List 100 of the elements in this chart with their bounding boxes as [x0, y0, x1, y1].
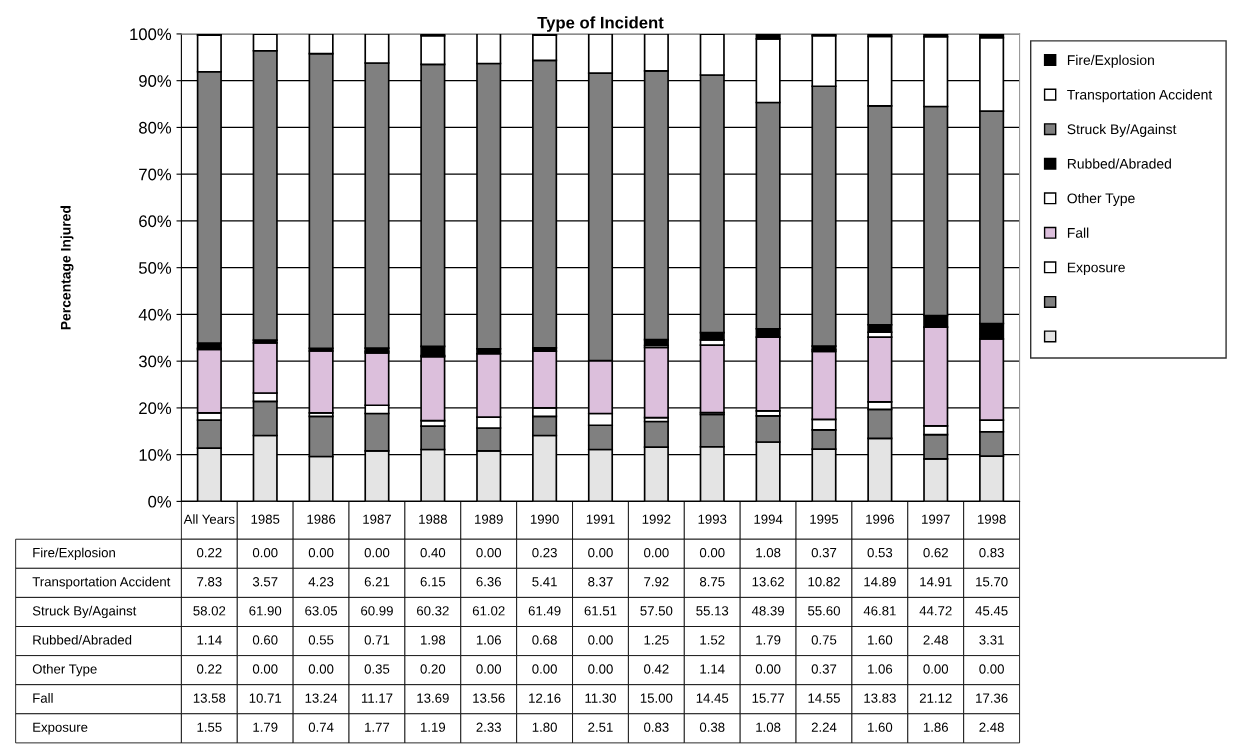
data-label: 0.37 [811, 664, 837, 674]
data-label: 1.79 [756, 635, 781, 645]
data-label: 0.00 [364, 547, 390, 558]
y-tick-label: 20% [139, 402, 172, 415]
y-tick-label: 40% [138, 308, 172, 321]
text: Fire/Explosion [33, 547, 115, 560]
text: Struck By/Against [32, 605, 137, 619]
x-tick-label: 1995 [810, 514, 839, 524]
x-tick-label: 1992 [642, 514, 671, 524]
data-label: 13.62 [752, 577, 784, 587]
text: Transportation Accident [32, 576, 171, 590]
data-label: 14.55 [808, 693, 840, 703]
text: Other Type [32, 664, 97, 677]
data-label: 1.98 [421, 635, 446, 645]
data-label: 1.86 [923, 722, 949, 732]
data-label: 5.41 [532, 577, 557, 587]
data-label: 1.80 [532, 722, 557, 732]
data-label: 60.99 [361, 606, 393, 616]
data-label: 17.36 [976, 693, 1008, 703]
data-label: 0.00 [476, 664, 502, 674]
x-tick-label: 1990 [530, 514, 559, 524]
data-label: 15.70 [976, 577, 1008, 587]
data-label: 61.49 [528, 606, 561, 616]
y-tick-label: 30% [138, 355, 172, 368]
data-label: 0.71 [364, 635, 390, 645]
data-label: 2.24 [811, 722, 837, 732]
data-label: 55.13 [696, 606, 729, 616]
data-label: 1.14 [700, 664, 725, 674]
data-label: 0.68 [532, 635, 557, 645]
y-axis-title: Percentage Injured [60, 206, 74, 330]
data-label: 7.92 [644, 577, 669, 587]
y-tick-label: 100% [130, 28, 172, 41]
data-label: 0.00 [252, 664, 278, 674]
data-label: 57.50 [640, 606, 673, 616]
data-label: 0.00 [308, 664, 334, 674]
data-label: 14.91 [920, 577, 952, 587]
data-label: 1.06 [868, 664, 893, 674]
x-tick-label: 1997 [922, 514, 950, 524]
data-label: 14.89 [864, 577, 896, 587]
x-tick-label: 1998 [977, 514, 1006, 524]
data-label: 3.57 [252, 577, 278, 587]
data-label: 1.77 [365, 722, 390, 732]
data-label: 61.51 [584, 606, 617, 616]
data-label: 1.08 [756, 722, 781, 732]
data-label: 0.75 [811, 635, 837, 645]
x-tick-label: 1987 [363, 514, 391, 524]
x-tick-label: All Years [183, 514, 235, 524]
data-label: 1.06 [476, 635, 501, 645]
data-label: 13.56 [473, 693, 505, 703]
data-label: 0.38 [699, 722, 725, 732]
y-tick-label: 0% [148, 495, 172, 508]
data-label: 0.37 [811, 547, 837, 558]
data-label: 0.00 [755, 664, 781, 674]
data-label: 4.23 [308, 577, 334, 587]
legend-label: Transportation Accident [1067, 89, 1213, 103]
data-label: 46.81 [863, 606, 896, 616]
data-label: 6.15 [420, 577, 446, 587]
data-label: 44.72 [919, 606, 952, 616]
data-label: 12.16 [529, 693, 561, 703]
data-label: 2.33 [476, 722, 501, 732]
data-label: 10.71 [249, 693, 282, 703]
data-label: 0.74 [308, 722, 334, 732]
data-label: 0.83 [979, 547, 1004, 558]
chart-title: Type of Incident [537, 16, 664, 32]
legend-label: Rubbed/Abraded [1067, 158, 1171, 169]
y-tick-label: 80% [139, 121, 172, 134]
data-label: 1.08 [756, 547, 781, 558]
data-label: 6.36 [476, 577, 501, 587]
data-label: 11.30 [585, 693, 616, 703]
x-tick-label: 1991 [586, 514, 615, 524]
data-label: 1.19 [421, 722, 446, 732]
data-label: 15.00 [640, 693, 673, 703]
data-label: 1.79 [253, 722, 278, 732]
data-label: 1.14 [197, 635, 222, 645]
legend-label: Struck By/Against [1067, 123, 1177, 137]
data-label: 61.90 [249, 606, 282, 616]
data-label: 3.31 [979, 635, 1004, 645]
data-label: 0.00 [923, 664, 949, 674]
data-label: 13.69 [417, 693, 449, 703]
data-label: 63.05 [305, 606, 338, 616]
data-label: 13.83 [864, 693, 896, 703]
data-label: 0.60 [252, 635, 278, 645]
x-tick-label: 1986 [307, 514, 336, 524]
data-label: 1.60 [868, 722, 893, 732]
data-label: 13.58 [193, 693, 226, 703]
data-label: 0.00 [644, 547, 669, 558]
data-label: 0.00 [699, 547, 725, 558]
text: Exposure [33, 722, 88, 735]
data-label: 11.17 [361, 693, 393, 703]
data-label: 6.21 [364, 577, 390, 587]
data-label: 0.42 [644, 664, 669, 674]
data-label: 10.82 [808, 577, 840, 587]
legend-label: Fall [1067, 227, 1089, 238]
data-label: 0.00 [588, 635, 613, 645]
data-label: 0.40 [420, 547, 446, 558]
data-label: 48.39 [751, 606, 784, 616]
data-label: 0.00 [476, 547, 502, 558]
data-label: 0.00 [308, 547, 334, 558]
data-label: 1.60 [868, 635, 893, 645]
data-label: 2.48 [979, 722, 1004, 732]
